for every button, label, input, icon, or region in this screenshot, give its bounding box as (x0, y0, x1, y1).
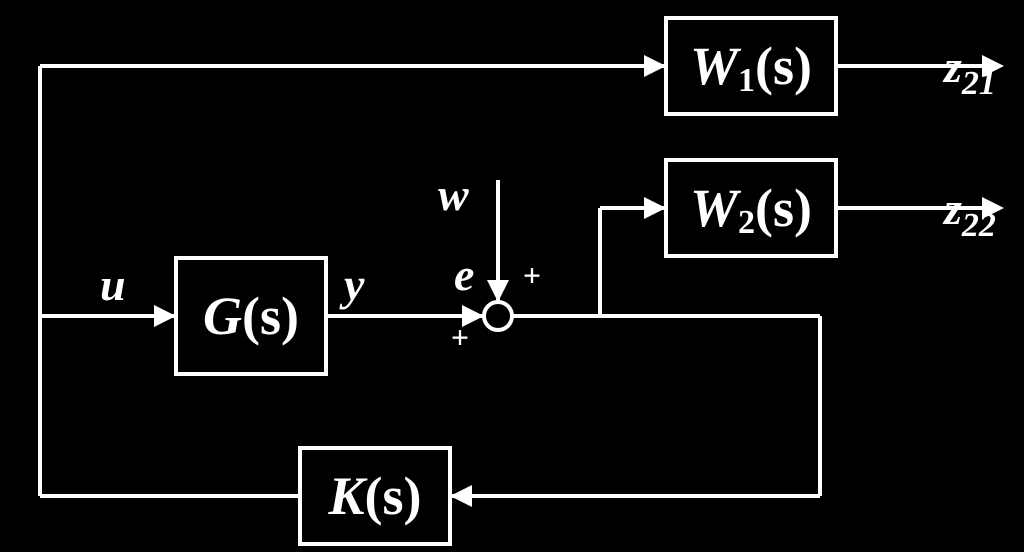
signal-z21: z21 (942, 41, 996, 102)
arrowhead (450, 485, 472, 507)
signal-y: y (339, 259, 365, 310)
signal-u: u (100, 259, 126, 310)
K-label: K(s) (327, 466, 421, 526)
arrowhead (154, 305, 176, 327)
signal-e: e (454, 249, 474, 300)
arrowhead (487, 280, 509, 302)
G-label: G(s) (203, 286, 299, 346)
plus-plus_top: + (523, 257, 541, 293)
arrowhead (644, 55, 666, 77)
summing-junction (484, 302, 512, 330)
plus-plus_left: + (451, 319, 469, 355)
arrowhead (644, 197, 666, 219)
signal-w: w (438, 169, 469, 220)
signal-z22: z22 (942, 183, 996, 244)
